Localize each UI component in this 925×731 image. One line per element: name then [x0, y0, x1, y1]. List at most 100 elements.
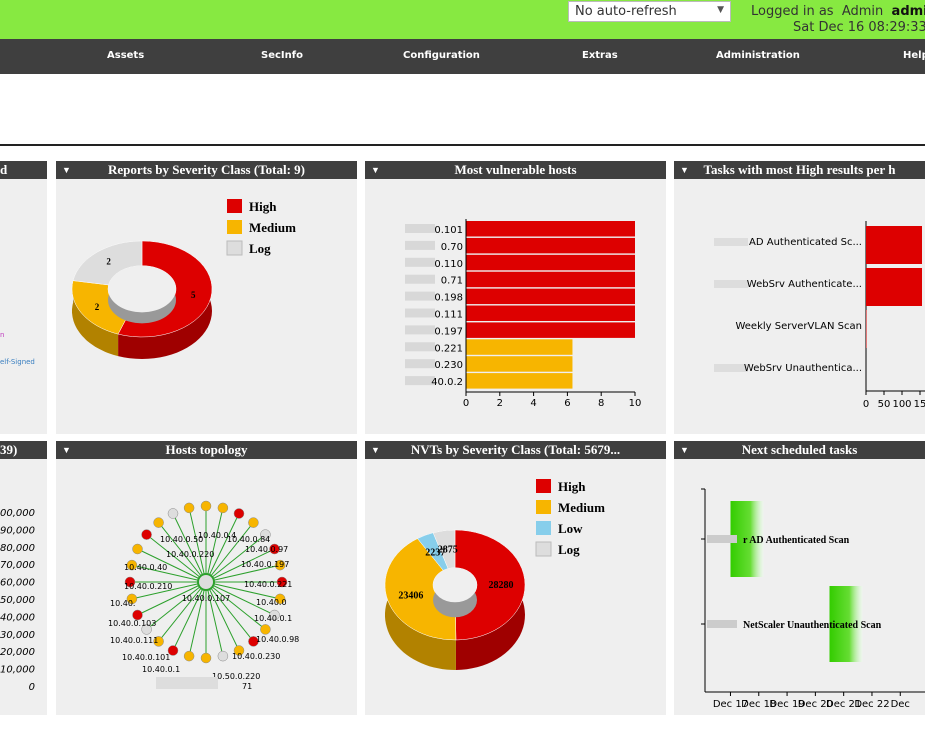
host-bar — [466, 339, 573, 355]
slice-label: 5 — [191, 290, 196, 300]
host-label: 0.197 — [434, 326, 463, 337]
redacted-block — [405, 291, 435, 301]
topology-edge — [131, 564, 207, 583]
x-tick-label: Dec 21 — [826, 699, 861, 710]
nav-assets[interactable]: Assets — [107, 50, 145, 61]
panel-left-top: d n elf-Signed — [0, 161, 47, 434]
host-node — [217, 650, 229, 662]
x-tick-label: 0 — [463, 398, 469, 409]
node-label: 10.40.0.103 — [108, 619, 156, 628]
donut-hole-top — [433, 567, 477, 603]
y-tick-label: 30,000 — [0, 630, 35, 641]
redacted-block — [405, 325, 435, 335]
topology-graph: 10.40.0.107 10.40.0.5010.40.0.410.40.0.84… — [108, 500, 299, 691]
task-bar — [866, 226, 922, 264]
reports-donut-chart: High Medium Log 5 2 2 — [71, 199, 296, 359]
host-node — [126, 593, 138, 605]
host-node — [124, 576, 136, 588]
redacted-block — [405, 342, 435, 352]
panel-left-bottom: 39) 100,000 90,000 80,000 70,000 60,000 50,00… — [0, 441, 47, 715]
nav-administration[interactable]: Administration — [716, 50, 800, 61]
y-tick-label: 70,000 — [0, 560, 35, 571]
host-label: 0.111 — [434, 310, 463, 321]
panel-vulnerable-hosts: ▼ Most vulnerable hosts 0.101 0.70 0.110 0.7… — [365, 161, 666, 434]
legend-log: Log — [558, 542, 580, 557]
topology-edge — [205, 581, 254, 642]
y-tick-label: 60,000 — [0, 578, 35, 589]
panel-title: 39) — [0, 441, 47, 459]
task-label: r AD Authenticated Scan — [743, 535, 850, 546]
node-label: 10.40.0.197 — [241, 560, 289, 569]
collapse-icon[interactable]: ▼ — [371, 165, 380, 175]
y-tick-label: 0 — [29, 682, 35, 693]
topology-edge — [137, 548, 207, 583]
collapse-icon[interactable]: ▼ — [680, 165, 689, 175]
task-label: AD Authenticated Sc... — [749, 237, 862, 248]
panel-header[interactable]: ▼ Reports by Severity Class (Total: 9) — [56, 161, 357, 179]
collapse-icon[interactable]: ▼ — [62, 445, 71, 455]
host-node — [200, 500, 212, 512]
nav-configuration[interactable]: Configuration — [403, 50, 480, 61]
host-bar — [466, 221, 635, 237]
host-node — [183, 650, 195, 662]
nav-secinfo[interactable]: SecInfo — [261, 50, 303, 61]
collapse-icon[interactable]: ▼ — [62, 165, 71, 175]
host-node — [153, 636, 164, 647]
host-label: 40.0.2 — [431, 377, 463, 388]
legend-log: Log — [249, 241, 271, 256]
host-bar — [466, 254, 635, 271]
x-tick-label: 0 — [863, 399, 869, 410]
slice-label: 2237 — [425, 547, 445, 558]
slice-label: 28280 — [489, 580, 514, 591]
task-label: WebSrv Authenticate... — [747, 279, 862, 290]
login-info: Logged in as Admin admin — [751, 4, 925, 19]
host-node — [274, 559, 286, 571]
host-label: 0.71 — [441, 276, 463, 287]
task-label: NetScaler Unauthenticated Scan — [743, 620, 882, 631]
x-tick-label: Dec 20 — [798, 699, 833, 710]
x-tick-label: 100 — [892, 399, 911, 410]
topology-edge — [205, 581, 281, 600]
panel-header[interactable]: ▼ NVTs by Severity Class (Total: 5679... — [365, 441, 666, 459]
node-label: 10.40.0.98 — [256, 635, 299, 644]
host-node — [274, 593, 286, 605]
x-tick-label: Dec 22 — [854, 699, 889, 710]
panel-header[interactable]: ▼ Tasks with most High results per h — [674, 161, 925, 179]
node-label: 10.40.0.111 — [110, 636, 158, 645]
panel-header[interactable]: ▼ Hosts topology — [56, 441, 357, 459]
scheduled-gantt-chart: r AD Authenticated Scan NetScaler Unauthe… — [701, 488, 925, 710]
topology-edge — [205, 513, 240, 583]
node-label: 10.40.0.1 — [254, 614, 292, 623]
panel-header[interactable]: ▼ Next scheduled tasks — [674, 441, 925, 459]
topology-edge — [146, 534, 207, 583]
username-link[interactable]: admin — [891, 4, 925, 19]
legend-swatch-high — [536, 479, 551, 493]
collapse-icon[interactable]: ▼ — [680, 445, 689, 455]
host-node — [132, 609, 143, 621]
user-role: Admin — [841, 4, 884, 19]
datetime: Sat Dec 16 08:29:33 — [793, 20, 925, 35]
host-node — [217, 502, 229, 514]
tasks-high-bar-chart: AD Authenticated Sc... WebSrv Authenticat… — [714, 221, 925, 410]
host-label: 0.101 — [434, 225, 463, 236]
hosts-bar-chart: 0.101 0.70 0.110 0.71 0.198 0.111 0.197 0.221 0.… — [405, 219, 641, 409]
nav-help[interactable]: Help — [903, 50, 925, 61]
nav-bar: Assets SecInfo Configuration Extras Admi… — [0, 39, 925, 74]
left-top-chart: n elf-Signed — [0, 331, 35, 366]
topology-edge — [137, 581, 207, 616]
panel-title-text: Tasks with most High results per h — [703, 162, 896, 177]
topology-edge — [205, 522, 254, 583]
host-node — [141, 529, 152, 540]
topology-edge — [205, 507, 224, 583]
topology-edge — [188, 507, 207, 583]
legend-swatch-log — [535, 541, 552, 557]
node-label: 10.40.0.221 — [244, 580, 292, 589]
nav-extras[interactable]: Extras — [582, 50, 618, 61]
host-node — [233, 645, 245, 656]
collapse-icon[interactable]: ▼ — [371, 445, 380, 455]
panel-header[interactable]: ▼ Most vulnerable hosts — [365, 161, 666, 179]
node-label: 10.40.0.220 — [166, 550, 214, 559]
auto-refresh-select[interactable]: No auto-refresh ▼ — [568, 1, 731, 22]
slice-label: 2 — [106, 257, 111, 267]
